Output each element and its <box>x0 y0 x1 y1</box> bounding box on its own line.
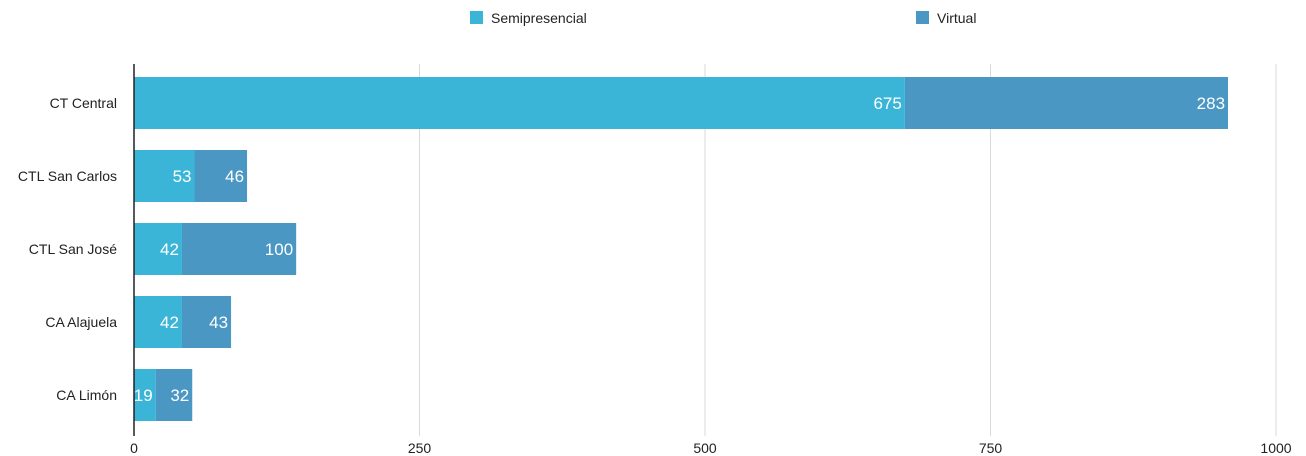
data-label: 19 <box>134 386 153 405</box>
data-label: 42 <box>160 240 179 259</box>
data-label: 46 <box>225 167 244 186</box>
x-axis-ticks: 0 250 500 750 1000 <box>130 440 1292 456</box>
bar-virtual-4 <box>155 369 193 421</box>
data-label: 42 <box>160 313 179 332</box>
bar-semipresencial-0 <box>134 77 905 129</box>
data-label: 100 <box>265 240 293 259</box>
x-tick-label: 1000 <box>1260 440 1291 456</box>
bar-semipresencial-4 <box>134 369 156 421</box>
bar-virtual-2 <box>181 223 297 275</box>
x-tick-label: 0 <box>130 440 138 456</box>
bars: 675 283 53 46 42 100 42 43 19 32 <box>134 77 1229 421</box>
data-label: 43 <box>209 313 228 332</box>
category-label: CA Limón <box>56 387 117 403</box>
category-labels: CT Central CTL San Carlos CTL San José CA A… <box>18 95 117 403</box>
bar-virtual-1 <box>194 150 248 202</box>
data-label: 675 <box>873 94 901 113</box>
bar-virtual-0 <box>904 77 1229 129</box>
bar-semipresencial-3 <box>134 296 182 348</box>
category-label: CT Central <box>50 95 117 111</box>
bar-semipresencial-2 <box>134 223 182 275</box>
legend-label: Semipresencial <box>491 10 587 26</box>
bar-semipresencial-1 <box>134 150 195 202</box>
x-tick-label: 750 <box>979 440 1003 456</box>
x-tick-label: 250 <box>408 440 432 456</box>
legend-swatch-virtual <box>916 11 929 24</box>
legend-swatch-semipresencial <box>470 11 483 24</box>
legend: Semipresencial Virtual <box>470 10 976 26</box>
category-label: CTL San Carlos <box>18 168 117 184</box>
bar-virtual-3 <box>181 296 232 348</box>
category-label: CA Alajuela <box>45 314 117 330</box>
x-tick-label: 500 <box>693 440 717 456</box>
category-label: CTL San José <box>29 241 117 257</box>
legend-label: Virtual <box>937 10 976 26</box>
data-label: 283 <box>1197 94 1225 113</box>
data-label: 32 <box>170 386 189 405</box>
data-label: 53 <box>173 167 192 186</box>
